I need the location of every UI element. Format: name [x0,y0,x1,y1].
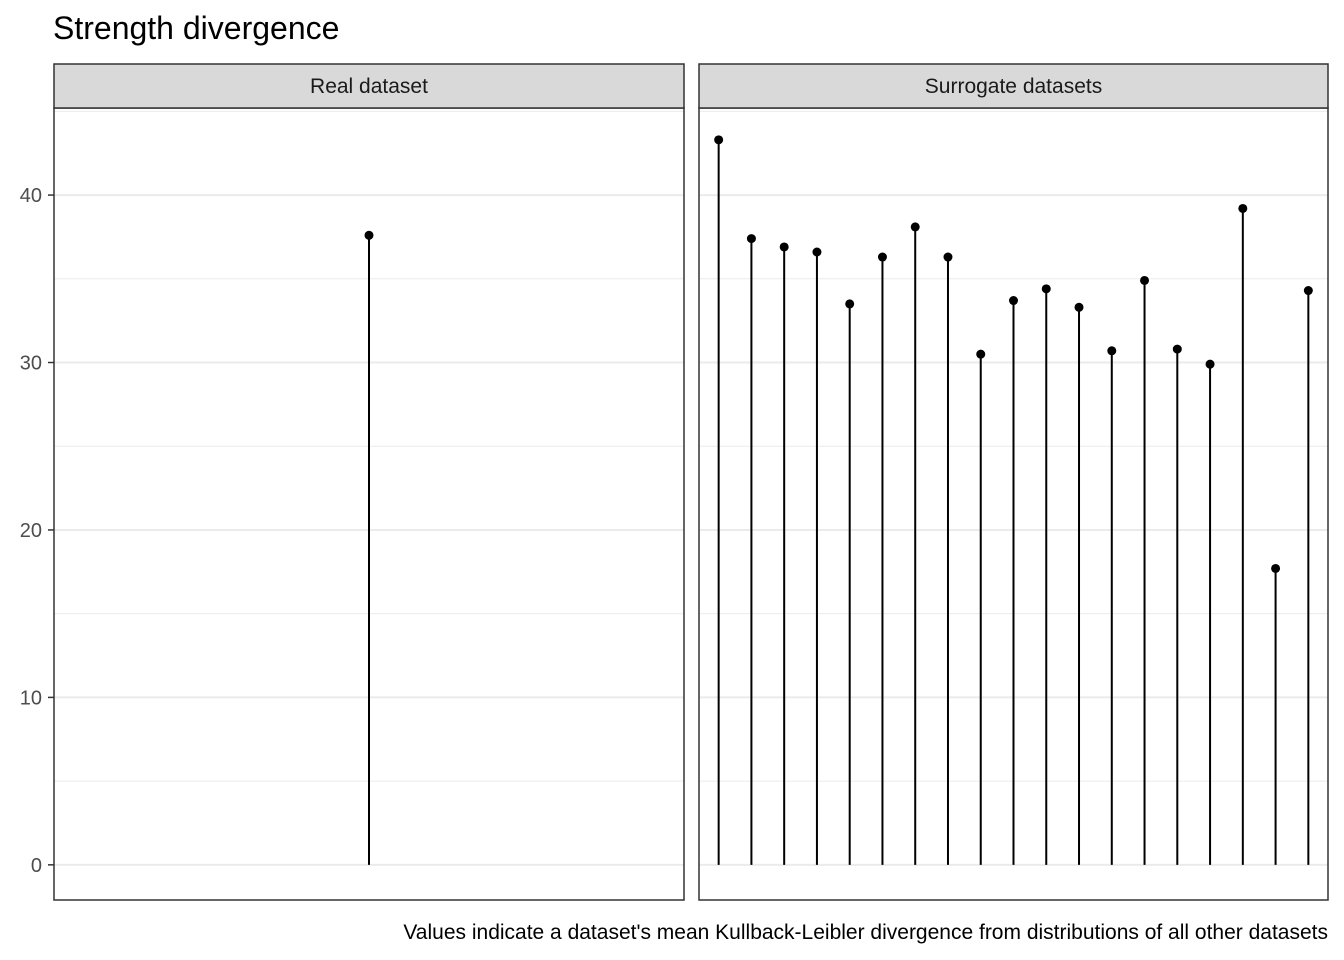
lollipop-point [910,222,920,232]
chart-caption: Values indicate a dataset's mean Kullbac… [403,921,1328,944]
lollipop-point [364,230,374,240]
lollipop-point [812,247,822,257]
lollipop-point [877,252,887,262]
y-tick-label: 30 [20,353,42,375]
lollipop-point [779,242,789,252]
facet-strip-label: Real dataset [310,75,428,98]
y-tick-label: 20 [20,520,42,542]
lollipop-point [1041,284,1051,294]
lollipop-point [1271,563,1281,573]
lollipop-point [1009,296,1018,306]
facet-strip [698,63,1329,109]
lollipop-point [1238,203,1248,213]
lollipop-point [1303,286,1313,296]
lollipop-point [1107,346,1117,356]
lollipop-point [714,135,724,145]
chart-title: Strength divergence [53,10,340,46]
lollipop-point [845,299,855,309]
lollipop-point [976,349,986,359]
facet-strip [53,63,685,109]
lollipop-point [1140,275,1150,285]
y-tick-label: 0 [31,855,42,877]
lollipop-point [1172,344,1182,354]
facet-surrogate: Surrogate datasets [698,63,1329,901]
lollipop-point [1205,359,1215,369]
lollipop-point [1074,302,1084,312]
facet-strip-label: Surrogate datasets [925,75,1102,98]
lollipop-point [943,252,953,262]
facet-real: Real dataset [53,63,685,901]
lollipop-point [746,234,756,244]
y-tick-label: 40 [20,185,42,207]
y-tick-label: 10 [20,687,42,709]
